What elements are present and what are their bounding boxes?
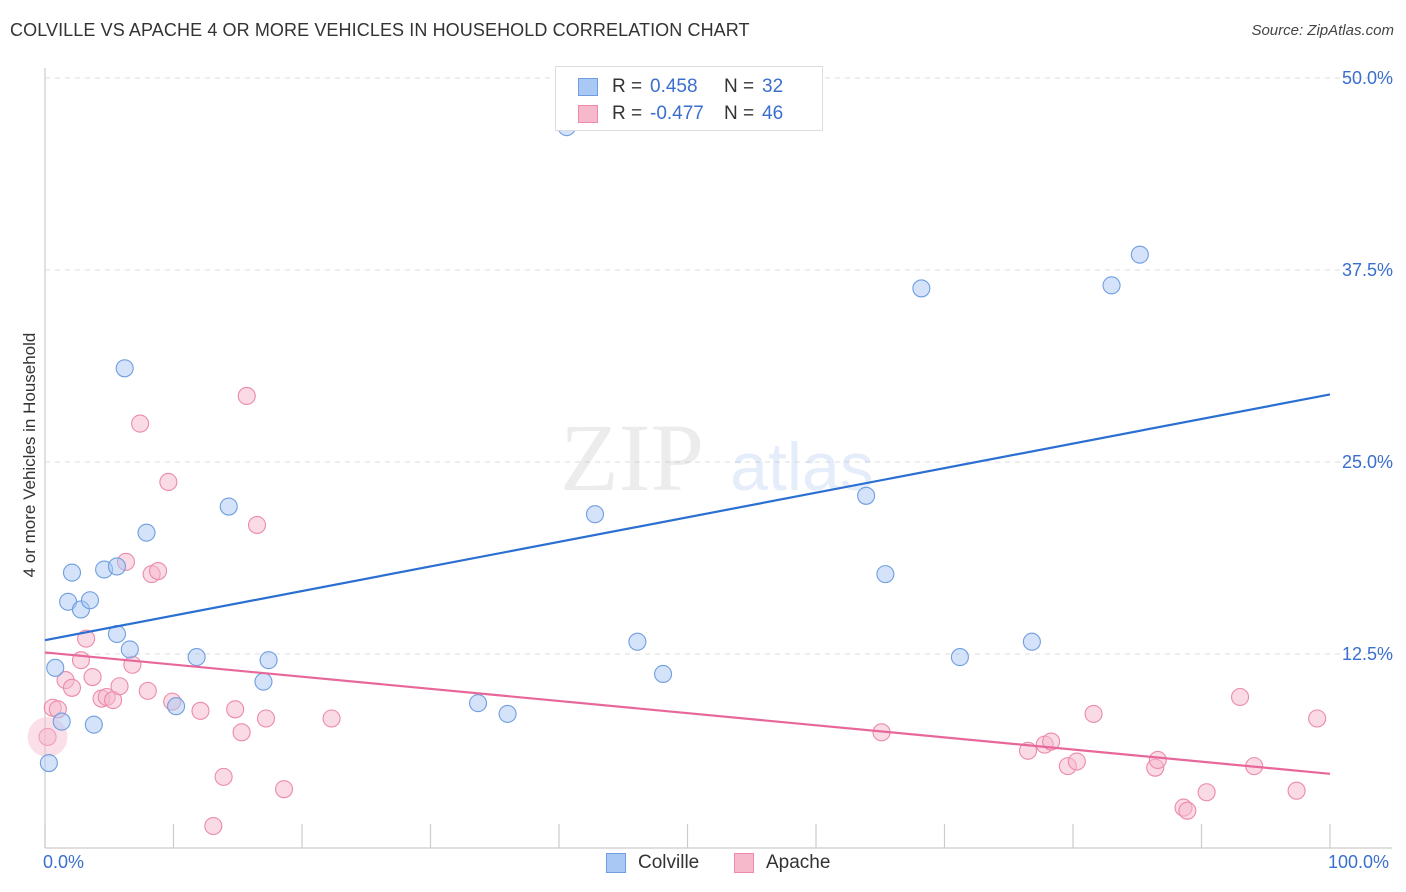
legend-item-colville[interactable]: Colville xyxy=(606,852,699,874)
legend-label-colville: Colville xyxy=(638,852,700,873)
apache-swatch xyxy=(734,853,754,873)
apache-point xyxy=(256,709,276,728)
legend-item-apache[interactable]: Apache xyxy=(734,852,830,874)
colville-point xyxy=(1022,632,1041,651)
source-label: Source: ZipAtlas.com xyxy=(1251,22,1394,39)
apache-point xyxy=(83,667,102,687)
apache-point xyxy=(149,562,168,581)
n-label: N = xyxy=(724,76,755,97)
colville-point xyxy=(167,697,186,716)
apache-point xyxy=(77,629,96,648)
apache-point xyxy=(123,655,142,674)
apache-point xyxy=(191,701,210,720)
apache-point xyxy=(62,678,82,697)
apache-point xyxy=(214,767,233,786)
stats-row-colville: R = 0.458 N = 32 xyxy=(578,75,783,99)
colville-swatch xyxy=(606,853,626,873)
y-tick-labels: 12.5% 25.0% 37.5% 50.0% xyxy=(1342,68,1393,664)
apache-point xyxy=(131,414,150,433)
colville-point xyxy=(654,664,673,684)
apache-point xyxy=(226,700,245,719)
colville-point xyxy=(857,486,876,505)
colville-point xyxy=(1130,245,1149,264)
colville-point xyxy=(84,715,103,734)
colville-point xyxy=(62,563,82,582)
apache-point xyxy=(138,681,157,700)
colville-point xyxy=(52,712,71,731)
apache-point xyxy=(1178,801,1197,820)
apache-point xyxy=(159,472,178,492)
x-tick-label-max: 100.0% xyxy=(1328,852,1390,872)
y-tick-label: 25.0% xyxy=(1342,452,1393,472)
colville-point xyxy=(219,497,238,516)
apache-point xyxy=(232,723,251,742)
colville-trend-line xyxy=(44,393,1331,642)
apache-point xyxy=(71,651,91,670)
apache-point xyxy=(110,677,129,696)
colville-point xyxy=(46,658,65,677)
apache-point xyxy=(322,709,341,728)
y-tick-label: 50.0% xyxy=(1342,68,1393,88)
colville-point xyxy=(1102,276,1121,295)
colville-point xyxy=(254,672,273,691)
chart-title: COLVILLE VS APACHE 4 OR MORE VEHICLES IN… xyxy=(10,20,750,40)
r-label: R = xyxy=(612,76,643,97)
apache-trend-line xyxy=(44,651,1331,775)
colville-point xyxy=(876,565,895,584)
n-value: 46 xyxy=(762,103,784,124)
colville-point xyxy=(107,557,127,576)
colville-point xyxy=(585,505,605,524)
apache-point xyxy=(1148,750,1167,770)
colville-point xyxy=(498,704,517,723)
colville-point xyxy=(468,694,488,713)
n-label: N = xyxy=(724,103,755,124)
apache-point xyxy=(1308,709,1327,728)
axes xyxy=(44,68,1392,849)
apache-point xyxy=(1231,687,1250,707)
watermark-atlas: atlas xyxy=(730,429,874,505)
colville-point xyxy=(137,523,156,542)
colville-point xyxy=(259,651,278,670)
apache-point xyxy=(274,780,294,799)
stats-row-apache: R = -0.477 N = 46 xyxy=(578,102,783,126)
apache-point xyxy=(1287,781,1306,800)
apache-swatch xyxy=(578,105,598,123)
trend-lines xyxy=(44,393,1331,775)
apache-point xyxy=(1042,732,1061,751)
series-legend: Colville Apache xyxy=(0,850,1406,878)
x-tick-label-min: 0.0% xyxy=(43,852,85,872)
colville-point xyxy=(950,648,969,667)
colville-point xyxy=(115,359,134,378)
colville-point xyxy=(912,279,931,298)
r-value: 0.458 xyxy=(650,76,698,97)
y-tick-label: 37.5% xyxy=(1342,260,1393,280)
apache-point xyxy=(1067,752,1086,771)
colville-point xyxy=(80,591,100,610)
y-tick-label: 12.5% xyxy=(1342,644,1393,664)
r-label: R = xyxy=(612,103,643,124)
apache-point xyxy=(204,816,223,836)
colville-points xyxy=(39,118,1149,773)
r-value: -0.477 xyxy=(650,103,704,124)
colville-swatch xyxy=(578,78,598,96)
colville-point xyxy=(120,640,139,659)
apache-point xyxy=(247,515,267,535)
stats-legend: R = 0.458 N = 32 R = -0.477 N = 46 xyxy=(555,66,823,131)
n-value: 32 xyxy=(762,76,784,97)
grid-lines xyxy=(45,77,1392,655)
apache-point xyxy=(237,386,256,406)
colville-point xyxy=(628,632,647,651)
colville-point xyxy=(39,754,58,773)
watermark-zip: ZIP xyxy=(560,404,704,511)
apache-point xyxy=(1084,704,1103,723)
apache-point xyxy=(1197,783,1216,802)
legend-label-apache: Apache xyxy=(766,852,831,873)
colville-point xyxy=(187,648,206,667)
apache-point xyxy=(38,727,57,746)
watermark: ZIP atlas xyxy=(560,404,874,511)
